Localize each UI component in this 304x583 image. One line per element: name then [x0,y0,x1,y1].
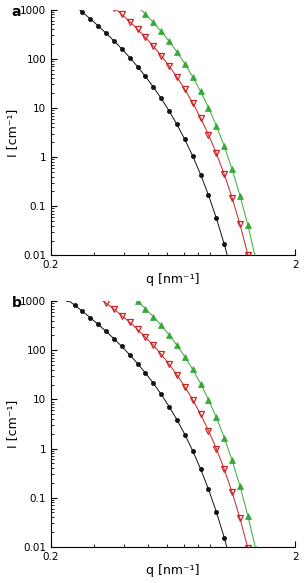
X-axis label: q [nm⁻¹]: q [nm⁻¹] [146,273,200,286]
Text: b: b [12,296,22,310]
Y-axis label: I [cm⁻¹]: I [cm⁻¹] [5,108,19,157]
Text: a: a [12,5,21,19]
X-axis label: q [nm⁻¹]: q [nm⁻¹] [146,564,200,577]
Y-axis label: I [cm⁻¹]: I [cm⁻¹] [5,400,19,448]
